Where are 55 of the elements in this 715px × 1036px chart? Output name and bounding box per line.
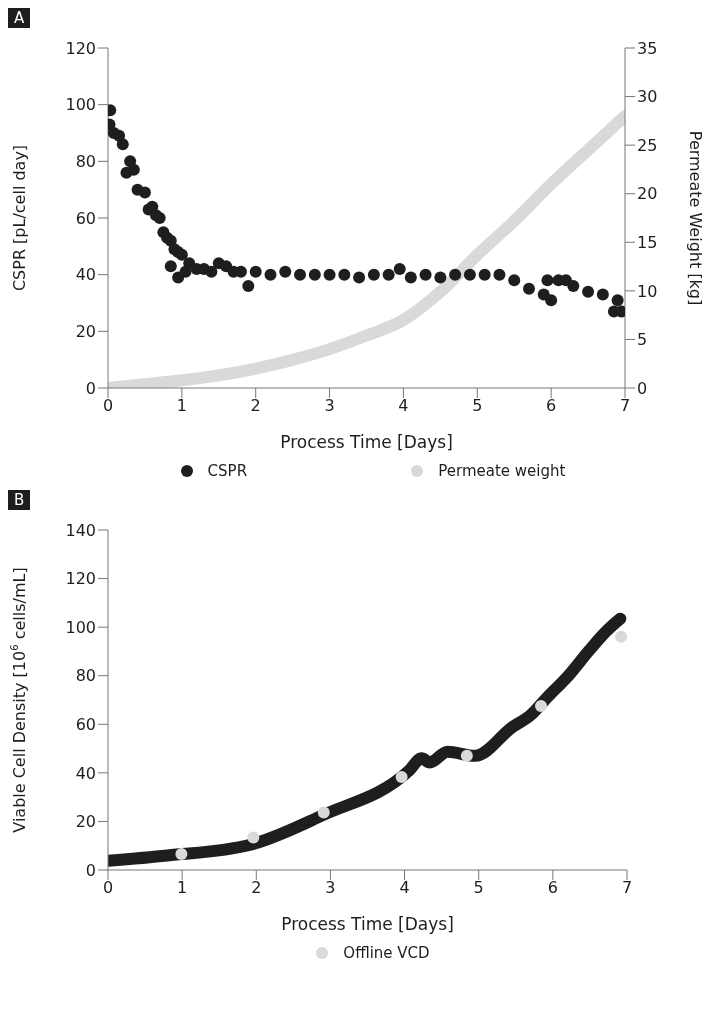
y2-tick-label: 35 (637, 38, 658, 58)
y2-axis-title: Permeate Weight [kg] (686, 130, 706, 306)
y-tick-label: 80 (75, 152, 96, 172)
x-tick-label: 0 (102, 396, 114, 416)
y2-tick-label: 5 (637, 330, 648, 350)
y-tick-label: 60 (75, 714, 96, 734)
y2-tick-label: 0 (637, 378, 648, 398)
x-tick-label: 3 (325, 878, 336, 898)
x-tick-label: 1 (176, 396, 187, 416)
x-tick-label: 2 (251, 878, 262, 898)
x-tick-label: 3 (324, 396, 335, 416)
y2-tick-label: 15 (637, 232, 658, 252)
y2-tick-label: 10 (637, 281, 658, 301)
x-tick-label: 6 (547, 878, 558, 898)
y-tick-label: 40 (75, 763, 96, 783)
y-tick-label: 0 (85, 378, 96, 398)
point (317, 806, 330, 819)
point (175, 847, 188, 860)
point (534, 700, 547, 713)
x-tick-label: 1 (177, 878, 188, 898)
y-tick-label: 20 (75, 812, 96, 832)
y-tick-label: 120 (65, 569, 96, 589)
legend-label: Offline VCD (343, 944, 430, 962)
y2-tick-label: 30 (637, 87, 658, 107)
x-tick-label: 4 (399, 878, 410, 898)
y-tick-label: 40 (75, 265, 96, 285)
x-axis-title: Process Time [Days] (281, 914, 454, 934)
point (460, 749, 473, 762)
y-tick-label: 20 (75, 322, 96, 342)
y-tick-label: 100 (65, 617, 96, 637)
point (247, 831, 260, 844)
x-tick-label: 7 (619, 396, 631, 416)
y-tick-label: 120 (65, 38, 96, 58)
x-tick-label: 4 (398, 396, 409, 416)
x-axis-title: Process Time [Days] (280, 432, 453, 452)
x-tick-label: 6 (546, 396, 557, 416)
y-tick-label: 60 (75, 208, 96, 228)
chart-title: B (8, 490, 31, 510)
legend-label: CSPR (207, 462, 248, 480)
point (395, 770, 408, 783)
y-tick-label: 140 (65, 520, 96, 540)
y-axis-title: CSPR [pL/cell day] (9, 144, 29, 292)
x-tick-label: 2 (250, 396, 261, 416)
y-tick-label: 100 (65, 95, 96, 115)
x-tick-label: 0 (102, 878, 114, 898)
y-tick-label: 0 (85, 860, 96, 880)
y-tick-label: 80 (75, 666, 96, 686)
y2-tick-label: 25 (637, 135, 658, 155)
point (615, 630, 627, 643)
x-tick-label: 7 (621, 878, 633, 898)
chart-title: A (8, 8, 31, 28)
legend-label: Permeate weight (438, 462, 566, 480)
y2-tick-label: 20 (637, 184, 658, 204)
x-tick-label: 5 (472, 396, 483, 416)
x-tick-label: 5 (473, 878, 484, 898)
